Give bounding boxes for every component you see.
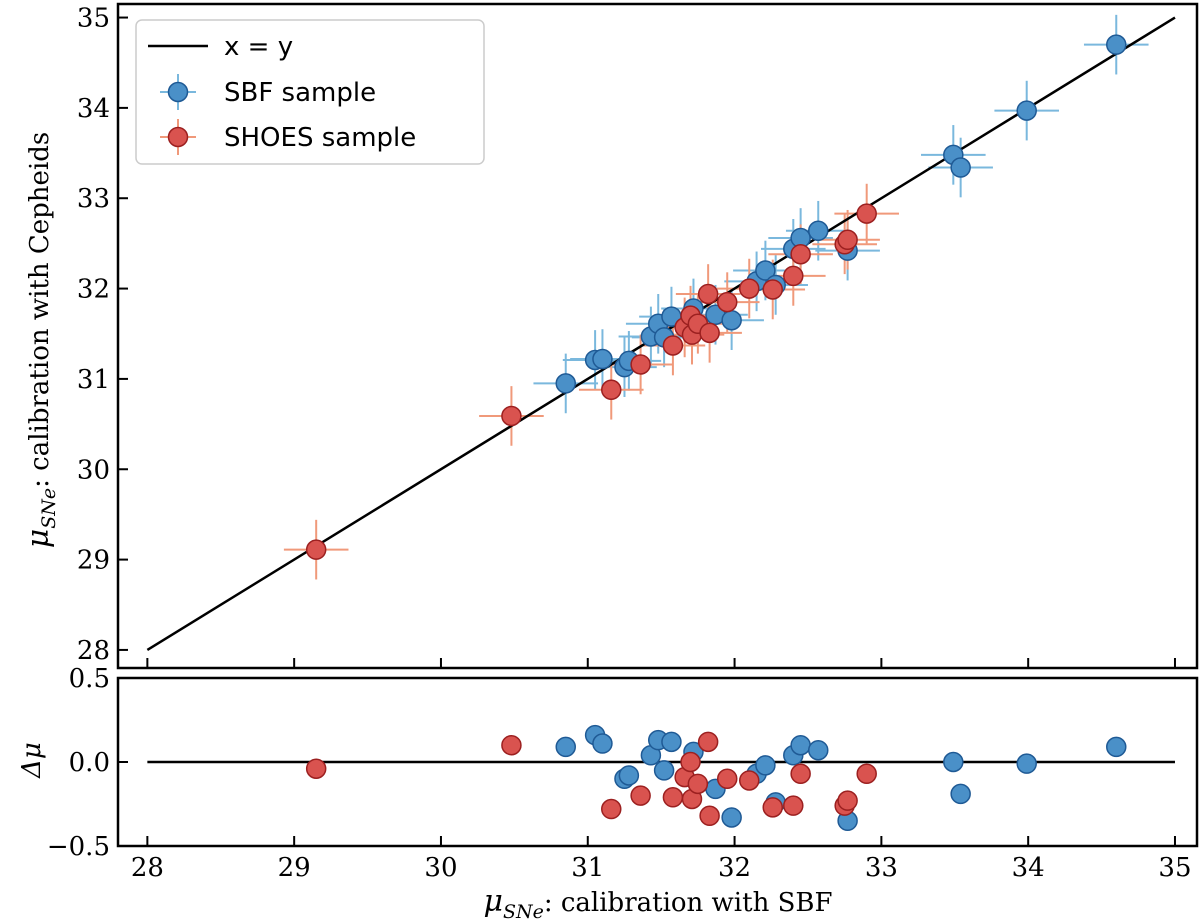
- legend-label-shoes: SHOES sample: [224, 123, 416, 153]
- shoes-point: [783, 265, 804, 287]
- x-axis-label: μSNe: calibration with SBF: [483, 884, 832, 923]
- legend-entry-sbf: SBF sample: [160, 74, 376, 110]
- legend-label-identity: x = y: [224, 32, 293, 62]
- legend-entry-shoes: SHOES sample: [160, 119, 416, 155]
- sbf-residual-point: [618, 765, 640, 786]
- shoes-residual-point: [305, 758, 327, 779]
- legend-entry-identity: x = y: [148, 32, 293, 62]
- legend-marker-shoes: [167, 126, 189, 148]
- main-y-tick-label: 34: [77, 94, 110, 124]
- main-y-tick-label: 31: [77, 365, 110, 395]
- x-tick-label: 29: [278, 853, 311, 883]
- x-tick-label: 30: [424, 853, 457, 883]
- shoes-residual-point: [783, 795, 804, 816]
- shoes-residual-point: [501, 734, 522, 756]
- sbf-point: [555, 373, 576, 394]
- sbf-residual-point: [755, 755, 776, 776]
- legend-box: [135, 19, 485, 165]
- x-tick-label: 32: [718, 853, 751, 883]
- main-plot-frame: [116, 2, 1199, 670]
- legend: x = y SBF sample SHOES sample: [135, 19, 485, 165]
- residual-y-ticks: −0.5 0.0 0.5: [47, 664, 128, 862]
- shoes-residual-point: [662, 787, 684, 808]
- shoes-point: [837, 229, 858, 251]
- x-tick-label: 28: [131, 853, 164, 883]
- residual-y-axis-label: Δμ: [17, 742, 47, 779]
- shoes-point: [716, 291, 738, 313]
- residual-y-tick-label: 0.5: [69, 664, 110, 694]
- x-tick-label: 33: [865, 853, 898, 883]
- residual-markers: [305, 724, 1127, 832]
- sbf-residual-point: [943, 751, 964, 773]
- sbf-residual-point: [950, 783, 971, 805]
- sbf-point: [755, 260, 776, 281]
- sbf-point: [721, 309, 742, 331]
- sbf-residual-point: [661, 731, 682, 753]
- shoes-point: [501, 405, 522, 427]
- sbf-residual-point: [555, 736, 576, 758]
- shoes-residual-point: [856, 763, 877, 785]
- shoes-residual-point: [762, 797, 783, 818]
- shoes-point: [739, 278, 760, 299]
- shoes-residual-point: [687, 773, 709, 795]
- main-y-tick-label: 33: [77, 184, 110, 214]
- sbf-point: [1106, 34, 1127, 55]
- residual-x-ticks: 28 29 30 31 32 33 34 35: [131, 836, 1192, 883]
- main-x-ticks: [146, 658, 1176, 668]
- main-y-axis-label: μSNe: calibration with Cepheids: [21, 132, 60, 549]
- shoes-point: [601, 379, 622, 401]
- sbf-residual-point: [1016, 753, 1037, 774]
- main-y-tick-label: 32: [77, 275, 110, 305]
- shoes-residual-point: [739, 770, 760, 791]
- shoes-point: [630, 354, 651, 375]
- x-tick-label: 35: [1158, 853, 1191, 883]
- shoes-point: [762, 279, 783, 300]
- sbf-residual-point: [790, 734, 811, 756]
- shoes-point: [790, 243, 811, 265]
- shoes-point: [856, 203, 877, 224]
- main-y-tick-label: 30: [77, 455, 110, 485]
- x-tick-label: 34: [1012, 853, 1045, 883]
- shoes-residual-point: [680, 751, 701, 773]
- shoes-residual-point: [837, 790, 858, 811]
- main-y-tick-label: 35: [77, 4, 110, 34]
- main-y-tick-label: 28: [77, 636, 110, 666]
- shoes-point: [662, 335, 684, 356]
- main-y-ticks: 28 29 30 31 32 33 34 35: [77, 4, 128, 666]
- main-plot-panel: 28 29 30 31 32 33 34 35 x = y SBF sample SHOES …: [21, 2, 1199, 670]
- sbf-residual-point: [721, 807, 742, 828]
- residual-plot-panel: 28 29 30 31 32 33 34 35 −0.5 0.0 0.5 Δμ μSNe: cal…: [17, 664, 1199, 923]
- sbf-residual-point: [1106, 736, 1127, 758]
- shoes-residual-point: [601, 798, 622, 820]
- main-y-tick-label: 29: [77, 546, 110, 576]
- shoes-point: [305, 539, 327, 560]
- shoes-point: [699, 322, 720, 344]
- shoes-residual-point: [697, 731, 719, 753]
- sbf-point: [807, 220, 829, 242]
- sbf-residual-point: [807, 739, 829, 761]
- shoes-point: [697, 283, 719, 305]
- shoes-residual-point: [790, 763, 811, 785]
- sbf-point: [592, 348, 613, 370]
- residual-y-tick-label: −0.5: [47, 832, 110, 862]
- sbf-point: [1016, 100, 1037, 121]
- main-markers: [305, 34, 1127, 560]
- shoes-residual-point: [630, 785, 651, 806]
- shoes-residual-point: [699, 805, 720, 827]
- legend-label-sbf: SBF sample: [224, 78, 376, 108]
- sbf-residual-point: [592, 733, 613, 754]
- x-tick-label: 31: [571, 853, 604, 883]
- sbf-point: [950, 157, 971, 178]
- legend-marker-sbf: [167, 81, 189, 103]
- residual-y-tick-label: 0.0: [69, 748, 110, 778]
- sbf-residual-point: [653, 760, 675, 781]
- shoes-residual-point: [716, 768, 738, 790]
